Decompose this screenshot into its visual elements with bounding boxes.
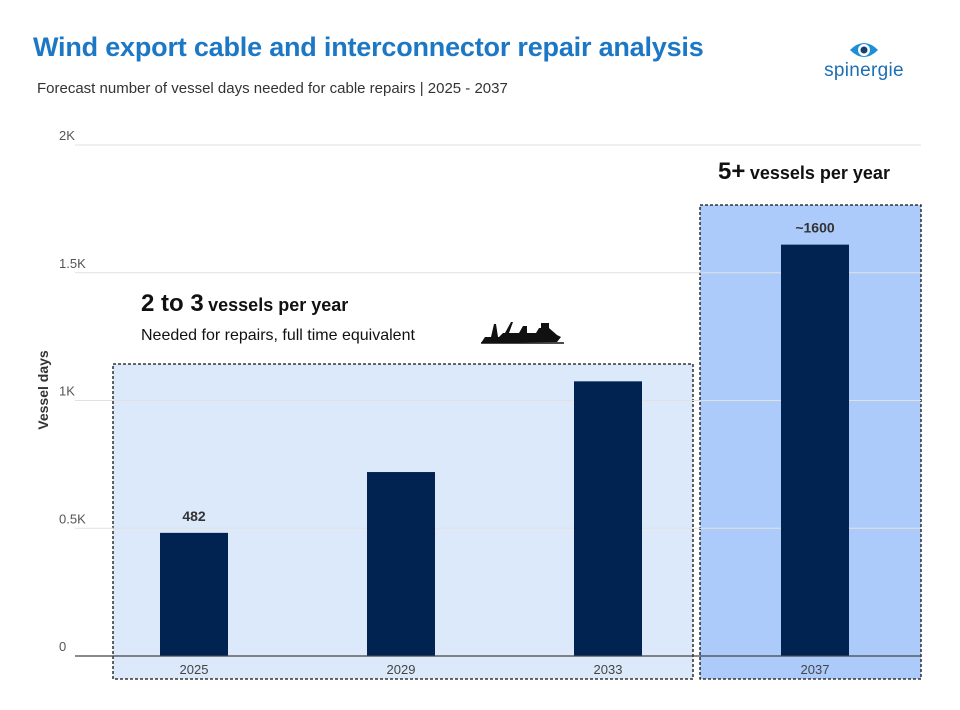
chart-subtitle: Forecast number of vessel days needed fo… [37, 80, 508, 97]
x-tick-label: 2029 [387, 662, 416, 677]
logo-text: spinergie [824, 60, 904, 81]
bar [781, 244, 849, 656]
data-label: ~1600 [795, 220, 835, 236]
annotation-future-vessels: 5+ vessels per year [718, 158, 890, 186]
chart-title: Wind export cable and interconnector rep… [33, 32, 704, 62]
bar [367, 472, 435, 656]
annotation-current-number: 2 to 3 [141, 290, 204, 317]
annotation-current-text: vessels per year [208, 295, 349, 315]
y-tick-label: 1K [59, 384, 75, 399]
eye-icon [850, 43, 878, 57]
x-tick-label: 2025 [180, 662, 209, 677]
y-axis-label: Vessel days [35, 350, 51, 430]
x-tick-label: 2037 [801, 662, 830, 677]
annotation-future-text: vessels per year [749, 163, 890, 183]
y-tick-label: 2K [59, 128, 75, 143]
x-tick-label: 2033 [594, 662, 623, 677]
bar [574, 381, 642, 656]
bar [160, 532, 228, 656]
annotation-current-note: Needed for repairs, full time equivalent [141, 327, 415, 344]
y-tick-label: 1.5K [59, 256, 86, 271]
spinergie-logo: spinergie [814, 38, 914, 88]
y-tick-label: 0 [59, 639, 66, 654]
annotation-future-number: 5+ [718, 158, 746, 185]
vessel-icon [481, 322, 564, 344]
annotation-current-vessels: 2 to 3 vessels per year [141, 290, 348, 318]
data-label: 482 [182, 508, 206, 524]
y-tick-label: 0.5K [59, 511, 86, 526]
